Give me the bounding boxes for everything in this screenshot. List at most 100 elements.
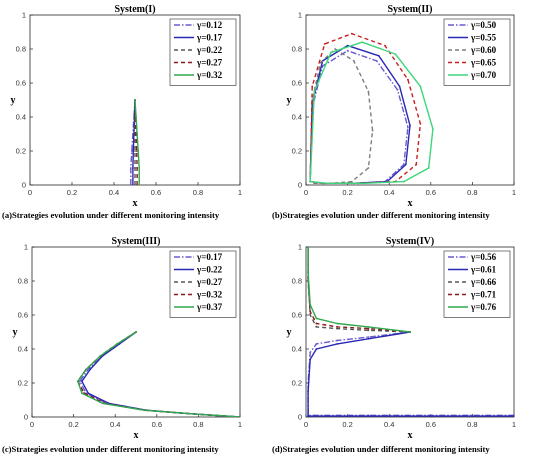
y-axis-label: y bbox=[287, 95, 292, 106]
series-line bbox=[309, 41, 434, 184]
legend-label: γ=0.12 bbox=[196, 20, 223, 30]
x-tick-label: 0 bbox=[28, 188, 32, 197]
y-tick-label: 0.4 bbox=[292, 345, 302, 354]
panel-caption: (a)Strategies evolution under different … bbox=[2, 210, 220, 220]
legend-label: γ=0.76 bbox=[470, 302, 497, 312]
data-point bbox=[309, 358, 312, 361]
legend-label: γ=0.60 bbox=[470, 45, 497, 55]
data-point bbox=[307, 271, 309, 274]
data-point bbox=[136, 167, 139, 169]
legend-label: γ=0.61 bbox=[470, 265, 497, 275]
data-point bbox=[311, 85, 314, 88]
data-point bbox=[402, 180, 405, 183]
data-point bbox=[129, 184, 132, 185]
data-point bbox=[137, 150, 140, 152]
data-point bbox=[367, 329, 370, 332]
x-tick-label: 0.6 bbox=[151, 188, 161, 197]
data-point bbox=[315, 326, 318, 328]
data-point bbox=[432, 127, 434, 130]
y-tick-label: 0 bbox=[22, 181, 26, 190]
data-point bbox=[81, 392, 83, 395]
chart-title: System(IV) bbox=[386, 236, 434, 247]
x-tick-label: 1 bbox=[512, 188, 516, 197]
data-point bbox=[132, 184, 134, 185]
data-point bbox=[371, 129, 374, 132]
x-tick-label: 0.2 bbox=[68, 420, 78, 429]
legend-label: γ=0.32 bbox=[196, 70, 223, 80]
data-point bbox=[396, 88, 399, 91]
legend-label: γ=0.27 bbox=[196, 58, 223, 68]
data-point bbox=[407, 126, 409, 129]
legend-label: γ=0.22 bbox=[196, 265, 223, 275]
legend: γ=0.56 γ=0.61 γ=0.66 γ=0.71 γ=0.76 bbox=[443, 250, 511, 318]
y-tick-label: 0.2 bbox=[292, 379, 302, 388]
data-point bbox=[377, 54, 380, 57]
data-point bbox=[361, 41, 364, 44]
x-tick-label: 1 bbox=[238, 420, 242, 429]
data-point bbox=[76, 380, 79, 383]
data-point bbox=[78, 380, 81, 383]
x-tick-label: 0 bbox=[304, 188, 308, 197]
y-tick-label: 0 bbox=[24, 413, 28, 422]
x-tick-label: 0.4 bbox=[384, 188, 394, 197]
data-point bbox=[143, 409, 146, 412]
data-point bbox=[187, 412, 189, 415]
y-tick-label: 0.2 bbox=[292, 147, 302, 156]
data-point bbox=[367, 336, 370, 338]
x-tick-label: 0.4 bbox=[109, 188, 119, 197]
chart-title: System(I) bbox=[114, 4, 155, 15]
data-point bbox=[367, 337, 370, 340]
legend-label: γ=0.27 bbox=[196, 277, 223, 287]
data-point bbox=[415, 163, 418, 166]
x-tick-label: 0.6 bbox=[152, 420, 162, 429]
series-group bbox=[307, 247, 514, 417]
legend-label: γ=0.50 bbox=[470, 20, 497, 30]
data-point bbox=[402, 163, 405, 166]
data-point bbox=[239, 416, 240, 417]
y-axis-label: y bbox=[13, 327, 18, 338]
chart-title: System(II) bbox=[388, 4, 433, 15]
x-tick-label: 0 bbox=[30, 420, 34, 429]
legend-label: γ=0.65 bbox=[470, 58, 497, 68]
legend: γ=0.17 γ=0.22 γ=0.27 γ=0.32 γ=0.37 bbox=[169, 250, 237, 318]
chart-panel-2: 0 0.2 0.4 0.6 0.8 1 0 0.2 0.4 0.6 0.8 1 System(II) x y… bbox=[287, 4, 517, 209]
x-tick-label: 0.4 bbox=[384, 420, 394, 429]
legend-label: γ=0.66 bbox=[470, 277, 497, 287]
legend-label: γ=0.17 bbox=[196, 252, 223, 262]
y-tick-label: 0.8 bbox=[16, 45, 26, 54]
x-tick-label: 0 bbox=[304, 420, 308, 429]
data-point bbox=[129, 167, 132, 169]
data-point bbox=[85, 368, 87, 371]
y-tick-label: 0.8 bbox=[292, 45, 302, 54]
y-tick-label: 0.6 bbox=[292, 79, 302, 88]
data-point bbox=[427, 167, 430, 169]
y-axis-label: y bbox=[11, 95, 16, 106]
data-point bbox=[81, 380, 83, 383]
data-point bbox=[135, 150, 138, 152]
data-point bbox=[363, 182, 366, 185]
data-point bbox=[419, 122, 422, 125]
y-tick-label: 0.6 bbox=[292, 311, 302, 320]
x-tick-label: 0.2 bbox=[342, 188, 352, 197]
data-point bbox=[138, 184, 141, 185]
x-tick-label: 0.4 bbox=[110, 420, 120, 429]
series-line bbox=[309, 50, 409, 184]
panel-caption: (c)Strategies evolution under different … bbox=[2, 444, 219, 454]
data-point bbox=[134, 150, 136, 152]
x-tick-label: 0.6 bbox=[426, 420, 436, 429]
data-point bbox=[419, 85, 422, 88]
legend-label: γ=0.37 bbox=[196, 302, 223, 312]
chart-title: System(III) bbox=[112, 236, 161, 247]
data-point bbox=[336, 339, 339, 342]
y-tick-label: 0.6 bbox=[18, 311, 28, 320]
data-point bbox=[394, 53, 397, 55]
data-point bbox=[89, 368, 92, 371]
data-point bbox=[352, 60, 355, 62]
x-tick-label: 1 bbox=[512, 420, 516, 429]
data-point bbox=[132, 167, 134, 169]
data-point bbox=[135, 331, 137, 333]
series-line bbox=[134, 99, 140, 185]
series-group bbox=[76, 331, 240, 417]
data-point bbox=[404, 163, 407, 166]
data-point bbox=[336, 322, 339, 325]
